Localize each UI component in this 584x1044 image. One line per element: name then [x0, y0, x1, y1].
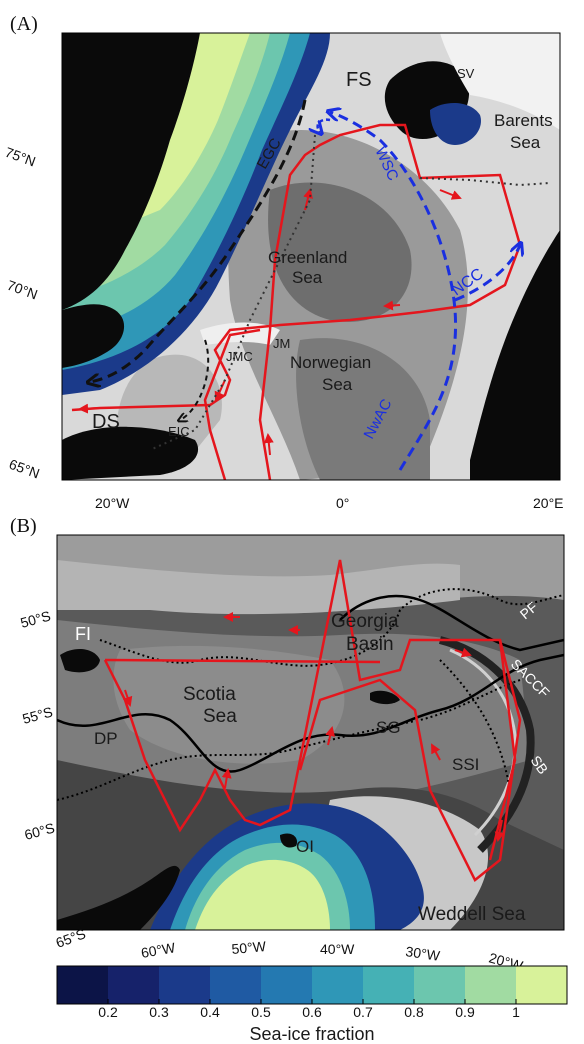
- colorbar-cell: [57, 966, 109, 1004]
- lon-label-30w: 30°W: [405, 943, 442, 964]
- panel-b-map: [57, 535, 564, 930]
- colorbar-cells: [57, 966, 568, 1004]
- label-ds: DS: [92, 411, 120, 433]
- label-scotia-sea: Sea: [203, 706, 237, 727]
- lat-label-55s: 55°S: [21, 704, 55, 727]
- colorbar-cell: [414, 966, 466, 1004]
- lon-label-20w: 20°W: [95, 495, 130, 511]
- label-norwegian-sea: Sea: [322, 375, 353, 394]
- lat-label-60s: 60°S: [23, 820, 57, 843]
- panel-b-ship-track: [103, 559, 522, 882]
- colorbar-tick-label: 0.5: [251, 1004, 271, 1020]
- colorbar-cell: [261, 966, 313, 1004]
- colorbar-cell: [363, 966, 415, 1004]
- colorbar-tick-label: 0.3: [149, 1004, 169, 1020]
- colorbar-title: Sea-ice fraction: [249, 1024, 374, 1044]
- lon-label-50w: 50°W: [231, 938, 267, 957]
- label-norwegian: Norwegian: [290, 353, 371, 372]
- lat-label-75n: 75°N: [3, 144, 38, 170]
- label-oi: OI: [296, 837, 314, 856]
- lat-label-50s: 50°S: [19, 608, 53, 631]
- panel-b-label: (B): [10, 515, 37, 537]
- label-eic: EIC: [168, 424, 190, 439]
- colorbar-cell: [210, 966, 262, 1004]
- label-fi: FI: [75, 624, 91, 644]
- label-scotia: Scotia: [183, 684, 236, 705]
- label-sv: SV: [457, 66, 475, 81]
- lon-label-60w: 60°W: [140, 939, 177, 961]
- lat-label-70n: 70°N: [5, 277, 40, 303]
- label-georgia-basin: Basin: [346, 634, 394, 655]
- colorbar-cell: [108, 966, 160, 1004]
- label-fs: FS: [346, 69, 372, 91]
- panel-a: (A): [3, 13, 564, 511]
- colorbar-tick-label: 0.7: [353, 1004, 373, 1020]
- colorbar-cell: [465, 966, 517, 1004]
- lon-label-40w: 40°W: [320, 941, 355, 957]
- panel-a-map: [62, 33, 560, 480]
- label-greenland-sea: Sea: [292, 268, 323, 287]
- colorbar-tick-label: 1: [512, 1004, 520, 1020]
- label-dp: DP: [94, 729, 118, 748]
- colorbar-tick-label: 0.6: [302, 1004, 322, 1020]
- label-barents: Barents: [494, 111, 553, 130]
- label-jmc: JMC: [226, 349, 253, 364]
- colorbar-cell: [516, 966, 568, 1004]
- colorbar-tick-label: 0.8: [404, 1004, 424, 1020]
- label-georgia: Georgia: [331, 611, 399, 632]
- colorbar-cell: [159, 966, 211, 1004]
- label-greenland: Greenland: [268, 248, 347, 267]
- colorbar-cell: [312, 966, 364, 1004]
- label-weddell-sea: Weddell Sea: [418, 904, 526, 925]
- label-jm: JM: [273, 336, 290, 351]
- panel-a-label: (A): [10, 13, 38, 35]
- colorbar-tick-label: 0.2: [98, 1004, 118, 1020]
- label-ssi: SSI: [452, 755, 479, 774]
- panel-b: (B): [10, 515, 565, 974]
- lat-label-65n: 65°N: [7, 456, 42, 482]
- colorbar-tick-label: 0.4: [200, 1004, 220, 1020]
- colorbar-ticks: 0.2 0.3 0.4 0.5 0.6 0.7 0.8 0.9 1: [98, 999, 520, 1020]
- lon-label-0: 0°: [336, 495, 349, 511]
- label-sg: SG: [376, 718, 401, 737]
- colorbar: 0.2 0.3 0.4 0.5 0.6 0.7 0.8 0.9 1 Sea-ice fracti…: [56, 965, 568, 1044]
- colorbar-tick-label: 0.9: [455, 1004, 475, 1020]
- lon-label-20e: 20°E: [533, 495, 564, 511]
- label-barents-sea: Sea: [510, 133, 541, 152]
